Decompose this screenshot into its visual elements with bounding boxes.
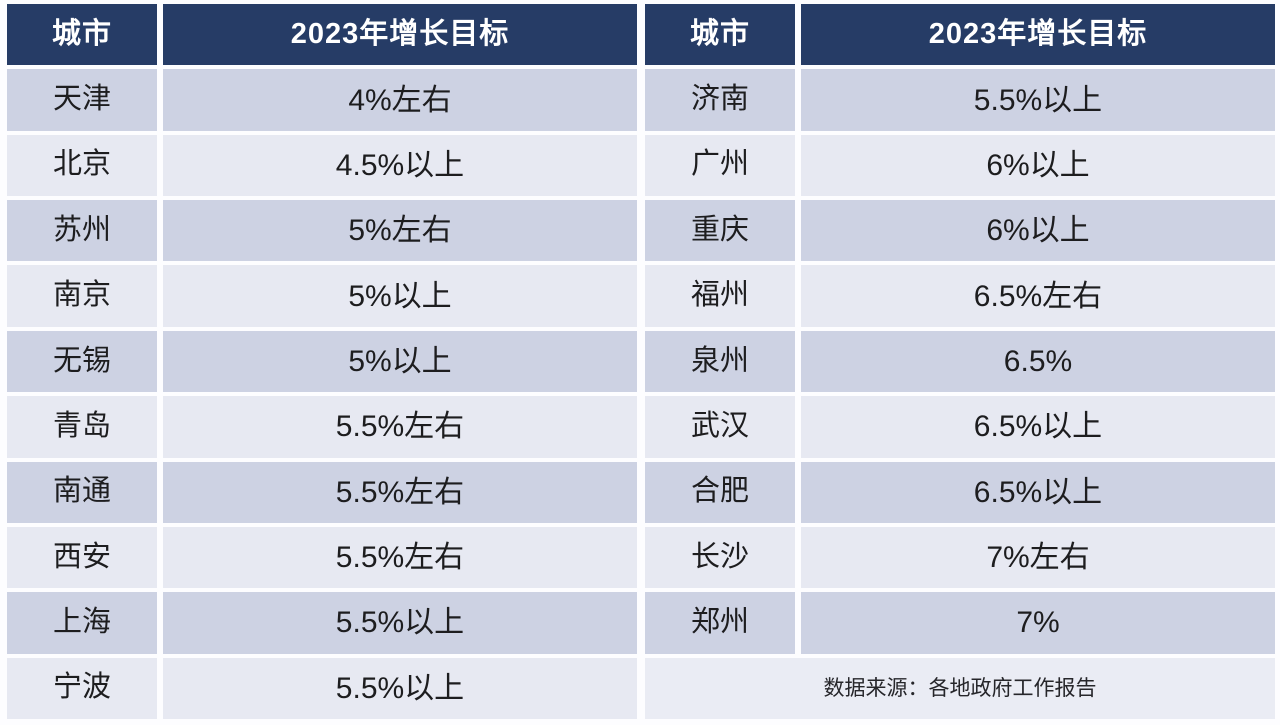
left-row-city: 南京	[7, 265, 157, 327]
left-row-city: 天津	[7, 69, 157, 131]
left-row-target: 5.5%左右	[163, 396, 637, 458]
right-row-city: 郑州	[645, 592, 795, 654]
data-source-note: 数据来源：各地政府工作报告	[645, 657, 1275, 719]
right-row-city: 福州	[645, 265, 795, 327]
right-row-city: 济南	[645, 69, 795, 131]
left-row-city: 南通	[7, 461, 157, 523]
right-row-target: 6%以上	[801, 134, 1275, 197]
right-row-target: 7%左右	[801, 526, 1275, 589]
left-row-city: 青岛	[7, 396, 157, 458]
left-row-target: 4.5%以上	[163, 134, 637, 197]
right-row-target: 5.5%以上	[801, 69, 1275, 131]
left-row-city: 西安	[7, 526, 157, 589]
left-row-city: 宁波	[7, 657, 157, 719]
right-header-city: 城市	[645, 4, 795, 66]
right-row-target: 6.5%以上	[801, 461, 1275, 523]
left-row-target: 5.5%左右	[163, 461, 637, 523]
left-row-target: 5.5%左右	[163, 526, 637, 589]
left-row-city: 上海	[7, 592, 157, 654]
right-row-city: 长沙	[645, 526, 795, 589]
right-header-target: 2023年增长目标	[801, 4, 1275, 66]
right-row-city: 重庆	[645, 200, 795, 262]
left-header-target: 2023年增长目标	[163, 4, 637, 66]
right-row-target: 6.5%以上	[801, 396, 1275, 458]
left-row-city: 北京	[7, 134, 157, 197]
right-row-city: 泉州	[645, 330, 795, 393]
right-row-city: 广州	[645, 134, 795, 197]
right-row-city: 合肥	[645, 461, 795, 523]
left-row-target: 5%以上	[163, 330, 637, 393]
right-table: 城市 2023年增长目标 济南 5.5%以上 广州 6%以上 重庆 6%以上 福…	[645, 4, 1275, 719]
left-row-city: 无锡	[7, 330, 157, 393]
left-row-target: 5.5%以上	[163, 592, 637, 654]
left-row-target: 4%左右	[163, 69, 637, 131]
left-header-city: 城市	[7, 4, 157, 66]
left-row-city: 苏州	[7, 200, 157, 262]
right-row-target: 6.5%	[801, 330, 1275, 393]
right-row-target: 6%以上	[801, 200, 1275, 262]
left-row-target: 5%以上	[163, 265, 637, 327]
left-row-target: 5%左右	[163, 200, 637, 262]
right-row-target: 6.5%左右	[801, 265, 1275, 327]
left-table: 城市 2023年增长目标 天津 4%左右 北京 4.5%以上 苏州 5%左右 南…	[7, 4, 637, 719]
right-row-target: 7%	[801, 592, 1275, 654]
left-row-target: 5.5%以上	[163, 657, 637, 719]
right-row-city: 武汉	[645, 396, 795, 458]
